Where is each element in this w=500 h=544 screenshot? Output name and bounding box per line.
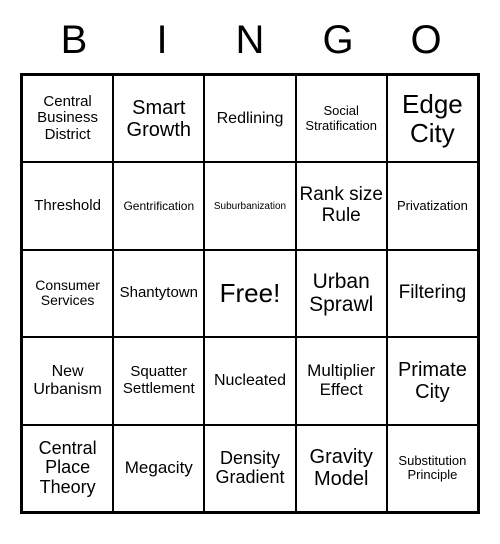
header-letter-b: B: [30, 18, 118, 63]
bingo-cell[interactable]: Consumer Services: [22, 250, 113, 337]
bingo-cell[interactable]: Smart Growth: [113, 75, 204, 162]
bingo-cell[interactable]: Nucleated: [204, 337, 295, 424]
bingo-header: B I N G O: [20, 18, 480, 63]
bingo-cell[interactable]: Multiplier Effect: [296, 337, 387, 424]
bingo-cell[interactable]: Privatization: [387, 162, 478, 249]
bingo-cell[interactable]: Threshold: [22, 162, 113, 249]
bingo-cell[interactable]: Squatter Settlement: [113, 337, 204, 424]
bingo-cell[interactable]: Shantytown: [113, 250, 204, 337]
bingo-cell[interactable]: Density Gradient: [204, 425, 295, 512]
bingo-cell[interactable]: Gentrification: [113, 162, 204, 249]
bingo-grid: Central Business DistrictSmart GrowthRed…: [20, 73, 480, 514]
bingo-cell[interactable]: Central Business District: [22, 75, 113, 162]
header-letter-g: G: [294, 18, 382, 63]
bingo-cell[interactable]: Central Place Theory: [22, 425, 113, 512]
bingo-cell[interactable]: Rank size Rule: [296, 162, 387, 249]
bingo-cell[interactable]: Free!: [204, 250, 295, 337]
bingo-cell[interactable]: Substitution Principle: [387, 425, 478, 512]
bingo-cell[interactable]: Urban Sprawl: [296, 250, 387, 337]
header-letter-n: N: [206, 18, 294, 63]
header-letter-i: I: [118, 18, 206, 63]
bingo-cell[interactable]: Social Stratification: [296, 75, 387, 162]
bingo-cell[interactable]: Edge City: [387, 75, 478, 162]
bingo-cell[interactable]: Redlining: [204, 75, 295, 162]
header-letter-o: O: [382, 18, 470, 63]
bingo-cell[interactable]: Filtering: [387, 250, 478, 337]
bingo-cell[interactable]: Suburbanization: [204, 162, 295, 249]
bingo-cell[interactable]: New Urbanism: [22, 337, 113, 424]
bingo-cell[interactable]: Megacity: [113, 425, 204, 512]
bingo-cell[interactable]: Gravity Model: [296, 425, 387, 512]
bingo-cell[interactable]: Primate City: [387, 337, 478, 424]
